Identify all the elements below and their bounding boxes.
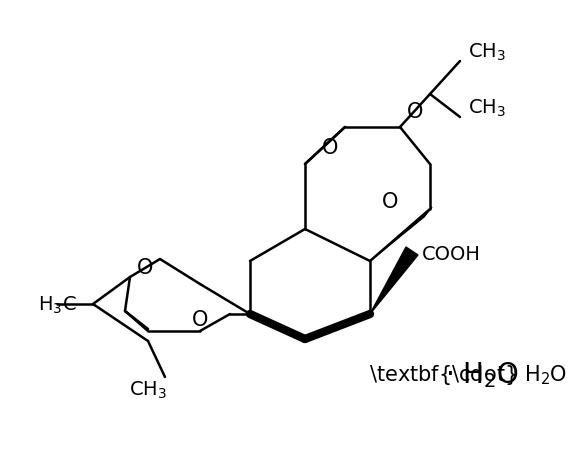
Text: \textbf{\cdot} H$_2$O: \textbf{\cdot} H$_2$O [369,362,567,386]
Text: H$_3$C: H$_3$C [38,294,77,315]
Text: O: O [407,102,423,122]
Text: · H$_2$O: · H$_2$O [445,359,519,389]
Text: O: O [322,138,338,158]
Text: CH$_3$: CH$_3$ [129,378,167,400]
Text: O: O [137,258,153,277]
Text: O: O [382,192,398,212]
Text: COOH: COOH [422,245,481,264]
Text: CH$_3$: CH$_3$ [468,97,506,118]
Polygon shape [370,248,418,314]
Text: O: O [192,309,208,329]
Text: CH$_3$: CH$_3$ [468,41,506,63]
Polygon shape [370,207,432,262]
